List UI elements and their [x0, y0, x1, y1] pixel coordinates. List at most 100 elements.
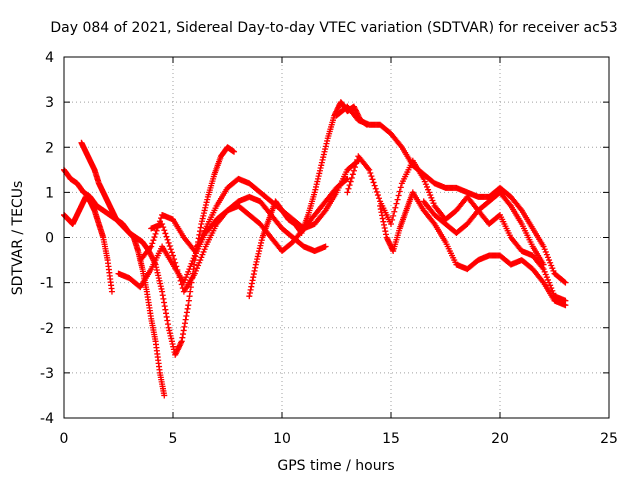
data-point-interp — [149, 240, 156, 247]
data-point-interp — [181, 320, 188, 327]
data-point-interp — [544, 254, 551, 261]
y-tick-label: 1 — [45, 185, 54, 201]
data-point-interp — [323, 140, 330, 147]
data-point-interp — [167, 332, 174, 339]
data-point — [540, 243, 547, 250]
x-tick-label: 25 — [600, 431, 618, 447]
data-point-interp — [371, 182, 378, 189]
series-track-10 — [377, 189, 569, 309]
data-point — [108, 288, 115, 295]
data-point-interp — [166, 330, 173, 337]
data-point — [540, 261, 547, 268]
data-point-interp — [152, 230, 159, 237]
data-point-interp — [164, 236, 171, 243]
data-point-interp — [345, 185, 352, 192]
data-point-interp — [397, 184, 404, 191]
data-point-interp — [150, 237, 157, 244]
data-point-interp — [369, 176, 376, 183]
data-point — [420, 175, 427, 182]
data-point-interp — [352, 164, 359, 171]
data-point-interp — [313, 181, 320, 188]
data-point-interp — [181, 276, 188, 283]
data-point — [165, 324, 172, 331]
data-point-interp — [179, 334, 186, 341]
data-point-interp — [422, 181, 429, 188]
data-point-interp — [165, 239, 172, 246]
data-point-interp — [154, 269, 161, 276]
data-point-interp — [347, 178, 354, 185]
data-point-interp — [248, 280, 255, 287]
data-point-interp — [561, 278, 568, 285]
data-point-interp — [256, 245, 263, 252]
chart-title: Day 084 of 2021, Sidereal Day-to-day VTE… — [50, 20, 617, 36]
data-point-interp — [187, 288, 194, 295]
data-point-interp — [543, 251, 550, 258]
data-point-interp — [312, 186, 319, 193]
y-tick-labels: -4 -3 -2 -1 0 1 2 3 4 — [40, 50, 54, 427]
data-point-interp — [248, 283, 255, 290]
data-point-interp — [195, 262, 202, 269]
series-track-6 — [148, 175, 351, 295]
data-point-interp — [319, 156, 326, 163]
data-point-interp — [159, 292, 166, 299]
data-point-interp — [171, 256, 178, 263]
series-track-2 — [61, 193, 115, 295]
data-point-interp — [322, 146, 329, 153]
data-point-interp — [421, 178, 428, 185]
data-point-interp — [374, 192, 381, 199]
data-point-interp — [167, 246, 174, 253]
data-point-interp — [204, 196, 211, 203]
data-point-interp — [184, 305, 191, 312]
data-point-interp — [185, 297, 192, 304]
data-point-interp — [198, 254, 205, 261]
series-track-3 — [78, 139, 168, 399]
data-point-interp — [320, 154, 327, 161]
data-point-interp — [190, 255, 197, 262]
data-point-interp — [197, 257, 204, 264]
data-point-interp — [200, 248, 207, 255]
series-track-9 — [344, 153, 569, 304]
data-point-interp — [372, 185, 379, 192]
data-point — [366, 166, 373, 173]
data-point-interp — [184, 271, 191, 278]
data-point-interp — [161, 303, 168, 310]
data-point-interp — [349, 171, 356, 178]
data-point-interp — [198, 218, 205, 225]
data-point — [377, 202, 384, 209]
data-point-interp — [546, 257, 553, 264]
data-point-interp — [316, 167, 323, 174]
x-tick-label: 0 — [60, 431, 69, 447]
data-point-interp — [169, 340, 176, 347]
data-point-interp — [158, 285, 165, 292]
data-point-interp — [246, 290, 253, 297]
data-point — [344, 175, 351, 182]
x-axis-label: GPS time / hours — [277, 458, 394, 474]
data-point-interp — [396, 188, 403, 195]
y-tick-label: -4 — [40, 411, 54, 427]
data-point-interp — [321, 148, 328, 155]
data-point-interp — [367, 169, 374, 176]
data-point-interp — [183, 274, 190, 281]
data-point-interp — [257, 242, 264, 249]
data-point — [170, 252, 176, 259]
data-point-interp — [258, 237, 265, 244]
data-point-interp — [172, 259, 179, 266]
data-point-interp — [166, 243, 173, 250]
data-point-interp — [199, 251, 206, 258]
data-point-interp — [373, 188, 380, 195]
data-point-interp — [157, 280, 164, 287]
data-point-interp — [258, 239, 265, 246]
data-point-interp — [320, 151, 327, 158]
x-tick-label: 20 — [491, 431, 509, 447]
data-point-interp — [185, 268, 192, 275]
data-point-interp — [382, 228, 389, 235]
y-tick-label: -1 — [40, 276, 54, 292]
data-point-interp — [168, 335, 175, 342]
data-point-interp — [542, 248, 549, 255]
data-point — [159, 288, 166, 295]
x-tick-label: 15 — [382, 431, 400, 447]
data-point-interp — [425, 186, 432, 193]
data-point-interp — [183, 313, 190, 320]
data-point — [148, 243, 155, 250]
data-point — [246, 293, 253, 300]
